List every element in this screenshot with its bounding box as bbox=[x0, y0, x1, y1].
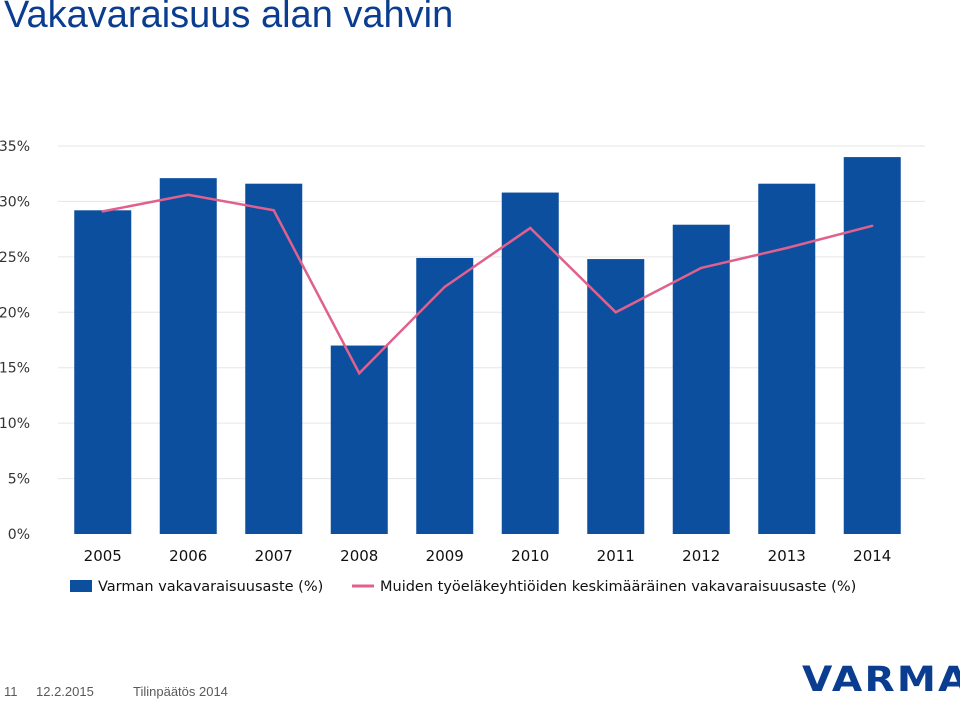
x-tick-label: 2010 bbox=[511, 547, 549, 565]
x-tick-label: 2011 bbox=[597, 547, 635, 565]
x-tick-label: 2006 bbox=[169, 547, 207, 565]
bar bbox=[843, 157, 901, 535]
x-tick-label: 2012 bbox=[682, 547, 720, 565]
x-tick-label: 2014 bbox=[853, 547, 891, 565]
bar-series bbox=[74, 157, 901, 535]
x-tick-label: 2005 bbox=[84, 547, 122, 565]
legend-swatch-bar bbox=[70, 580, 92, 592]
x-tick-label: 2013 bbox=[768, 547, 806, 565]
line-point bbox=[700, 266, 703, 270]
y-tick-label: 25% bbox=[0, 250, 30, 266]
footer-label: Tilinpäätös 2014 bbox=[133, 684, 228, 699]
x-tick-label: 2008 bbox=[340, 547, 378, 565]
line-point bbox=[272, 209, 275, 212]
y-tick-label: 5% bbox=[8, 472, 30, 488]
bar bbox=[672, 224, 730, 535]
y-tick-label: 20% bbox=[0, 305, 30, 321]
y-tick-label: 15% bbox=[0, 361, 30, 377]
bar bbox=[587, 259, 645, 534]
bar bbox=[758, 183, 816, 535]
slide-title: Vakavaraisuus alan vahvin bbox=[4, 0, 454, 36]
x-tick-label: 2007 bbox=[255, 547, 293, 565]
line-point bbox=[443, 285, 446, 288]
line-point bbox=[614, 311, 617, 314]
x-tick-label: 2009 bbox=[426, 547, 464, 565]
bar bbox=[245, 183, 303, 535]
line-point bbox=[101, 210, 104, 213]
y-tick-label: 10% bbox=[0, 416, 30, 432]
footer: 11 12.2.2015 Tilinpäätös 2014 bbox=[0, 662, 960, 702]
bar bbox=[501, 192, 559, 534]
legend-label-bar: Varman vakavaraisuusaste (%) bbox=[98, 579, 323, 595]
line-point bbox=[785, 246, 788, 250]
y-tick-label: 35% bbox=[0, 139, 30, 155]
y-tick-label: 30% bbox=[0, 194, 30, 210]
bar bbox=[330, 345, 388, 534]
varma-logo: VARMA bbox=[802, 660, 960, 700]
footer-date: 12.2.2015 bbox=[36, 684, 94, 699]
y-tick-label: 0% bbox=[8, 527, 30, 543]
line-point bbox=[871, 224, 874, 228]
bar bbox=[159, 178, 217, 535]
bar bbox=[74, 210, 132, 534]
series-line bbox=[102, 193, 873, 376]
legend: Varman vakavaraisuusaste (%) Muiden työel… bbox=[70, 579, 856, 595]
line-series bbox=[101, 193, 874, 376]
x-axis-ticks: 2005 2006 2007 2008 2009 2010 2011 2012 2013 2014 bbox=[84, 547, 892, 565]
line-point bbox=[529, 226, 532, 230]
line-point bbox=[358, 372, 361, 375]
line-point bbox=[187, 193, 190, 196]
slide-number: 11 bbox=[4, 684, 18, 699]
y-axis-ticks: 0% 5% 10% 15% 20% 25% 30% 35% bbox=[0, 139, 30, 543]
legend-label-line: Muiden työeläkeyhtiöiden keskimääräinen … bbox=[380, 579, 856, 595]
logo-text: VARMA bbox=[802, 660, 960, 700]
bar bbox=[416, 257, 474, 534]
